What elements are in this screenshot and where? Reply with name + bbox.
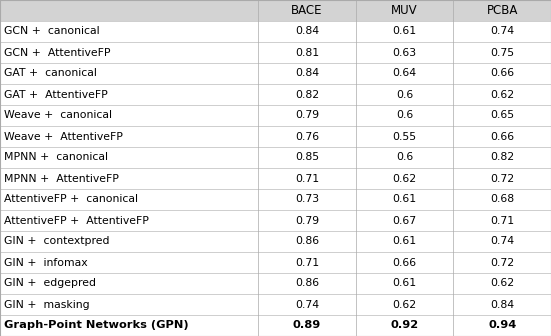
Text: AttentiveFP +  canonical: AttentiveFP + canonical: [4, 195, 138, 205]
Text: GIN +  contextpred: GIN + contextpred: [4, 237, 110, 247]
Text: 0.74: 0.74: [490, 237, 514, 247]
Text: 0.66: 0.66: [490, 69, 514, 79]
Text: 0.74: 0.74: [295, 299, 319, 309]
Text: 0.82: 0.82: [295, 89, 319, 99]
Text: 0.73: 0.73: [295, 195, 319, 205]
Text: GCN +  AttentiveFP: GCN + AttentiveFP: [4, 47, 111, 57]
Text: GAT +  AttentiveFP: GAT + AttentiveFP: [4, 89, 108, 99]
Text: GCN +  canonical: GCN + canonical: [4, 27, 100, 37]
Text: 0.66: 0.66: [392, 257, 417, 267]
Text: 0.62: 0.62: [490, 279, 514, 289]
Text: 0.63: 0.63: [392, 47, 417, 57]
Text: 0.61: 0.61: [392, 279, 417, 289]
Text: 0.71: 0.71: [490, 215, 514, 225]
Text: 0.76: 0.76: [295, 131, 319, 141]
Text: 0.94: 0.94: [488, 321, 516, 331]
Text: 0.84: 0.84: [295, 69, 319, 79]
Text: GIN +  infomax: GIN + infomax: [4, 257, 88, 267]
Text: Graph-Point Networks (GPN): Graph-Point Networks (GPN): [4, 321, 189, 331]
Text: GIN +  masking: GIN + masking: [4, 299, 90, 309]
Text: 0.62: 0.62: [490, 89, 514, 99]
Text: Weave +  canonical: Weave + canonical: [4, 111, 112, 121]
Text: 0.71: 0.71: [295, 173, 319, 183]
Text: 0.92: 0.92: [391, 321, 419, 331]
Text: 0.61: 0.61: [392, 27, 417, 37]
Bar: [0, 0, 551, 21]
Text: 0.66: 0.66: [490, 131, 514, 141]
Text: GIN +  edgepred: GIN + edgepred: [4, 279, 96, 289]
Text: 0.84: 0.84: [490, 299, 514, 309]
Text: 0.6: 0.6: [396, 111, 413, 121]
Text: 0.89: 0.89: [293, 321, 321, 331]
Text: 0.72: 0.72: [490, 257, 514, 267]
Text: MPNN +  AttentiveFP: MPNN + AttentiveFP: [4, 173, 119, 183]
Text: 0.72: 0.72: [490, 173, 514, 183]
Text: PCBA: PCBA: [487, 4, 518, 17]
Text: 0.71: 0.71: [295, 257, 319, 267]
Text: 0.85: 0.85: [295, 153, 319, 163]
Text: 0.79: 0.79: [295, 111, 319, 121]
Text: 0.82: 0.82: [490, 153, 514, 163]
Text: AttentiveFP +  AttentiveFP: AttentiveFP + AttentiveFP: [4, 215, 149, 225]
Text: 0.67: 0.67: [392, 215, 417, 225]
Text: BACE: BACE: [291, 4, 323, 17]
Text: 0.74: 0.74: [490, 27, 514, 37]
Text: 0.75: 0.75: [490, 47, 514, 57]
Text: MUV: MUV: [391, 4, 418, 17]
Text: 0.79: 0.79: [295, 215, 319, 225]
Text: 0.64: 0.64: [392, 69, 417, 79]
Text: GAT +  canonical: GAT + canonical: [4, 69, 98, 79]
Text: MPNN +  canonical: MPNN + canonical: [4, 153, 109, 163]
Text: 0.86: 0.86: [295, 237, 319, 247]
Text: Weave +  AttentiveFP: Weave + AttentiveFP: [4, 131, 123, 141]
Text: 0.61: 0.61: [392, 237, 417, 247]
Text: 0.81: 0.81: [295, 47, 319, 57]
Text: 0.6: 0.6: [396, 89, 413, 99]
Text: 0.65: 0.65: [490, 111, 514, 121]
Text: 0.62: 0.62: [392, 299, 417, 309]
Text: 0.86: 0.86: [295, 279, 319, 289]
Text: 0.68: 0.68: [490, 195, 514, 205]
Text: 0.6: 0.6: [396, 153, 413, 163]
Text: 0.61: 0.61: [392, 195, 417, 205]
Text: 0.62: 0.62: [392, 173, 417, 183]
Text: 0.55: 0.55: [392, 131, 417, 141]
Text: 0.84: 0.84: [295, 27, 319, 37]
